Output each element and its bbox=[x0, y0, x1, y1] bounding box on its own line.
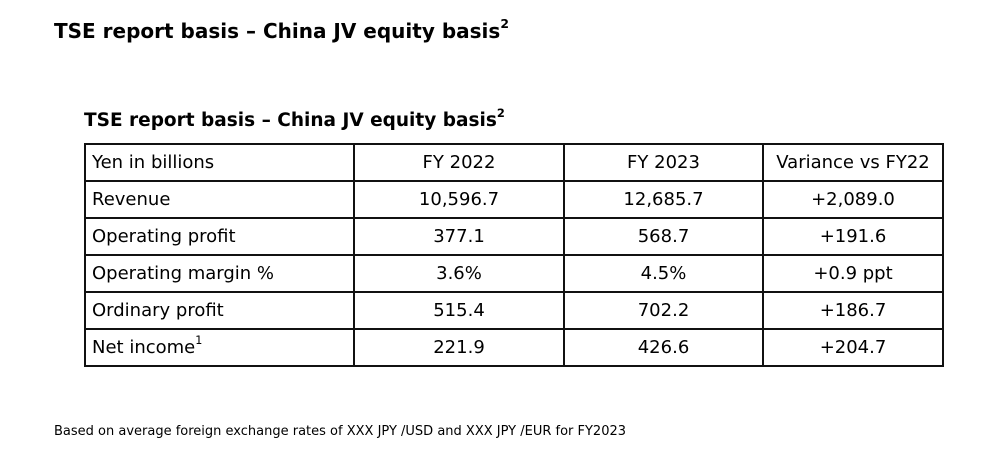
cell-fy2022: 10,596.7 bbox=[353, 180, 565, 219]
cell-variance: +2,089.0 bbox=[762, 180, 944, 219]
row-label: Revenue bbox=[92, 189, 171, 210]
row-label: Operating margin % bbox=[92, 263, 275, 284]
row-label: Operating profit bbox=[92, 226, 236, 247]
table-header-row: Yen in billions FY 2022 FY 2023 Variance… bbox=[84, 143, 944, 182]
column-header-unit: Yen in billions bbox=[84, 143, 355, 182]
column-header-fy2023: FY 2023 bbox=[563, 143, 764, 182]
table-caption-text: TSE report basis – China JV equity basis bbox=[84, 110, 497, 131]
row-label-footnote-ref: 1 bbox=[195, 334, 203, 348]
table-row: Ordinary profit 515.4 702.2 +186.7 bbox=[84, 291, 944, 330]
cell-variance: +0.9 ppt bbox=[762, 254, 944, 293]
row-label-cell: Operating margin % bbox=[84, 254, 355, 293]
financial-results-table: Yen in billions FY 2022 FY 2023 Variance… bbox=[84, 143, 944, 367]
page-title-text: TSE report basis – China JV equity basis bbox=[54, 19, 501, 43]
page-title: TSE report basis – China JV equity basis… bbox=[54, 16, 509, 46]
table-row: Revenue 10,596.7 12,685.7 +2,089.0 bbox=[84, 180, 944, 219]
column-header-variance: Variance vs FY22 bbox=[762, 143, 944, 182]
row-label: Ordinary profit bbox=[92, 300, 224, 321]
page-title-footnote-ref: 2 bbox=[500, 16, 509, 32]
cell-variance: +204.7 bbox=[762, 328, 944, 367]
cell-fy2022: 515.4 bbox=[353, 291, 565, 330]
cell-fy2023: 12,685.7 bbox=[563, 180, 764, 219]
column-header-fy2022: FY 2022 bbox=[353, 143, 565, 182]
cell-variance: +191.6 bbox=[762, 217, 944, 256]
cell-fy2023: 568.7 bbox=[563, 217, 764, 256]
table-caption: TSE report basis – China JV equity basis… bbox=[84, 107, 505, 135]
row-label: Net income bbox=[92, 337, 196, 358]
row-label-cell: Net income1 bbox=[84, 328, 355, 367]
row-label-cell: Revenue bbox=[84, 180, 355, 219]
table-body: Revenue 10,596.7 12,685.7 +2,089.0 Operating… bbox=[84, 180, 944, 367]
cell-fy2023: 4.5% bbox=[563, 254, 764, 293]
cell-fy2022: 3.6% bbox=[353, 254, 565, 293]
exchange-rate-footnote: Based on average foreign exchange rates … bbox=[54, 424, 627, 439]
cell-fy2022: 377.1 bbox=[353, 217, 565, 256]
cell-variance: +186.7 bbox=[762, 291, 944, 330]
table-row: Net income1 221.9 426.6 +204.7 bbox=[84, 328, 944, 367]
row-label-cell: Ordinary profit bbox=[84, 291, 355, 330]
table-row: Operating margin % 3.6% 4.5% +0.9 ppt bbox=[84, 254, 944, 293]
cell-fy2022: 221.9 bbox=[353, 328, 565, 367]
row-label-cell: Operating profit bbox=[84, 217, 355, 256]
cell-fy2023: 702.2 bbox=[563, 291, 764, 330]
table-row: Operating profit 377.1 568.7 +191.6 bbox=[84, 217, 944, 256]
cell-fy2023: 426.6 bbox=[563, 328, 764, 367]
table-caption-footnote-ref: 2 bbox=[496, 106, 505, 121]
